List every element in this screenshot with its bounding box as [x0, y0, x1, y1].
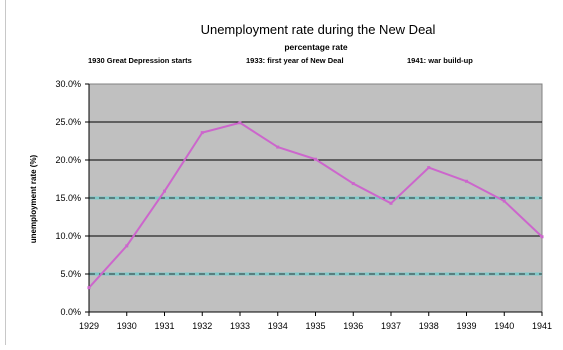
y-tick-label: 30.0% [55, 79, 81, 89]
data-point [200, 131, 204, 135]
x-tick-label: 1937 [381, 321, 401, 331]
x-tick-label: 1936 [343, 321, 363, 331]
data-point [238, 121, 242, 125]
chart-subtitle: percentage rate [284, 42, 348, 52]
data-point [351, 182, 355, 186]
x-tick-label: 1931 [154, 321, 174, 331]
data-point [163, 189, 166, 193]
x-tick-label: 1932 [192, 321, 212, 331]
data-point [465, 179, 468, 183]
y-tick-label: 20.0% [55, 155, 81, 165]
chart-title: Unemployment rate during the New Deal [201, 22, 436, 37]
x-tick-label: 1929 [79, 321, 99, 331]
x-tick-labels: 1929 1930 1931 1932 1933 1934 1935 1936 1937 1938… [79, 321, 552, 331]
y-axis-label: unemployment rate (%) [29, 154, 38, 243]
annotation-war-buildup: 1941: war build-up [407, 56, 473, 65]
x-tick-label: 1933 [230, 321, 250, 331]
y-tick-label: 0.0% [60, 307, 81, 317]
annotation-depression: 1930 Great Depression starts [88, 56, 192, 65]
data-point [502, 199, 506, 203]
x-tick-label: 1935 [305, 321, 325, 331]
x-tick-label: 1940 [494, 321, 514, 331]
data-series [87, 121, 544, 290]
y-tick-label: 25.0% [55, 117, 81, 127]
data-point [125, 244, 129, 248]
y-tick-labels: 0.0% 5.0% 10.0% 15.0% 20.0% 25.0% 30.0% [55, 79, 81, 317]
x-tick-label: 1939 [456, 321, 476, 331]
data-point [427, 166, 431, 170]
window-edge-divider [5, 0, 6, 345]
data-point [314, 157, 317, 161]
x-tick-label: 1934 [268, 321, 288, 331]
data-point [87, 286, 91, 290]
axes [85, 83, 543, 316]
reference-lines [89, 196, 542, 276]
y-tick-label: 10.0% [55, 231, 81, 241]
y-tick-label: 5.0% [60, 269, 81, 279]
y-tick-label: 15.0% [55, 193, 81, 203]
annotation-new-deal: 1933: first year of New Deal [246, 56, 344, 65]
data-point [276, 145, 280, 149]
x-tick-label: 1941 [532, 321, 552, 331]
x-tick-label: 1938 [419, 321, 439, 331]
data-point [540, 235, 544, 239]
x-tick-label: 1930 [117, 321, 137, 331]
data-point [389, 201, 393, 205]
